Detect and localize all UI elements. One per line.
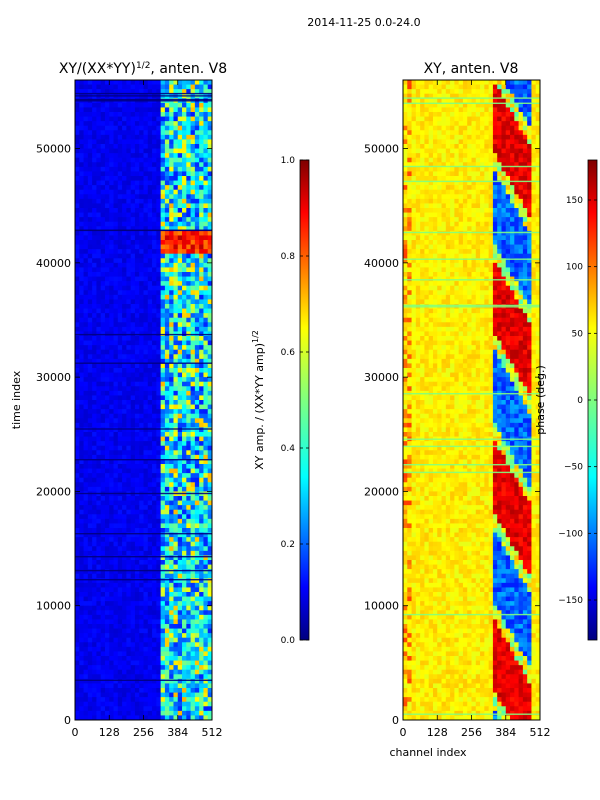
colorbar-tick-label: −50 — [564, 463, 583, 473]
y-tick-label: 40000 — [36, 257, 71, 270]
phase-panel: XY, anten. V8 0 128 256 384 512 0 10000 20000 30… — [364, 61, 551, 759]
colorbar-tick-label: 0.2 — [281, 540, 295, 550]
colorbar-tick-label: 0.6 — [281, 348, 296, 358]
phase-xlabel: channel index — [389, 746, 467, 759]
colorbar-tick-label: 1.0 — [281, 156, 296, 166]
colorbar-tick-label: 0.4 — [281, 444, 296, 454]
y-tick-label: 30000 — [36, 371, 71, 384]
amplitude-heatmap — [75, 80, 212, 720]
x-tick-label: 0 — [72, 726, 79, 739]
colorbar-tick-label: −150 — [558, 596, 583, 606]
x-tick-label: 384 — [495, 726, 516, 739]
phase-colorbar-label: phase (deg.) — [534, 365, 547, 435]
colorbar-tick-label: 50 — [572, 329, 584, 339]
x-tick-label: 128 — [427, 726, 448, 739]
colorbar-tick-label: 150 — [566, 196, 583, 206]
y-tick-label: 10000 — [364, 600, 399, 613]
colorbar-tick-label: 100 — [566, 263, 583, 273]
amplitude-colorbar-label: XY amp. / (XX*YY amp)1/2 — [251, 330, 266, 470]
x-tick-label: 256 — [133, 726, 154, 739]
phase-title: XY, anten. V8 — [424, 61, 519, 77]
y-tick-label: 10000 — [36, 600, 71, 613]
amplitude-panel: XY/(XX*YY)1/2, anten. V8 0 128 256 384 512 0 1… — [10, 61, 227, 739]
x-tick-label: 512 — [202, 726, 223, 739]
colorbar-tick-label: −100 — [558, 529, 583, 539]
y-tick-label: 40000 — [364, 257, 399, 270]
y-tick-label: 20000 — [364, 485, 399, 498]
colorbar-tick-label: 0 — [577, 396, 583, 406]
x-tick-label: 128 — [99, 726, 120, 739]
x-tick-label: 0 — [400, 726, 407, 739]
x-tick-label: 384 — [167, 726, 188, 739]
amplitude-ylabel: time index — [10, 370, 23, 429]
colorbar-tick-label: 0.8 — [281, 252, 296, 262]
y-tick-label: 30000 — [364, 371, 399, 384]
y-tick-label: 50000 — [364, 143, 399, 156]
amplitude-colorbar: 0.0 0.2 0.4 0.6 0.8 1.0 XY amp. / (XX*YY amp)… — [251, 156, 310, 646]
y-tick-label: 20000 — [36, 485, 71, 498]
phase-heatmap — [403, 80, 540, 720]
colorbar-tick-label: 0.0 — [281, 636, 296, 646]
figure-suptitle: 2014-11-25 0.0-24.0 — [307, 16, 420, 29]
y-tick-label: 50000 — [36, 143, 71, 156]
x-tick-label: 512 — [530, 726, 551, 739]
phase-colorbar: −150 −100 −50 0 50 100 150 phase (deg.) — [534, 159, 598, 641]
y-tick-label: 0 — [392, 714, 399, 727]
y-tick-label: 0 — [64, 714, 71, 727]
amplitude-title: XY/(XX*YY)1/2, anten. V8 — [59, 61, 227, 77]
x-tick-label: 256 — [461, 726, 482, 739]
